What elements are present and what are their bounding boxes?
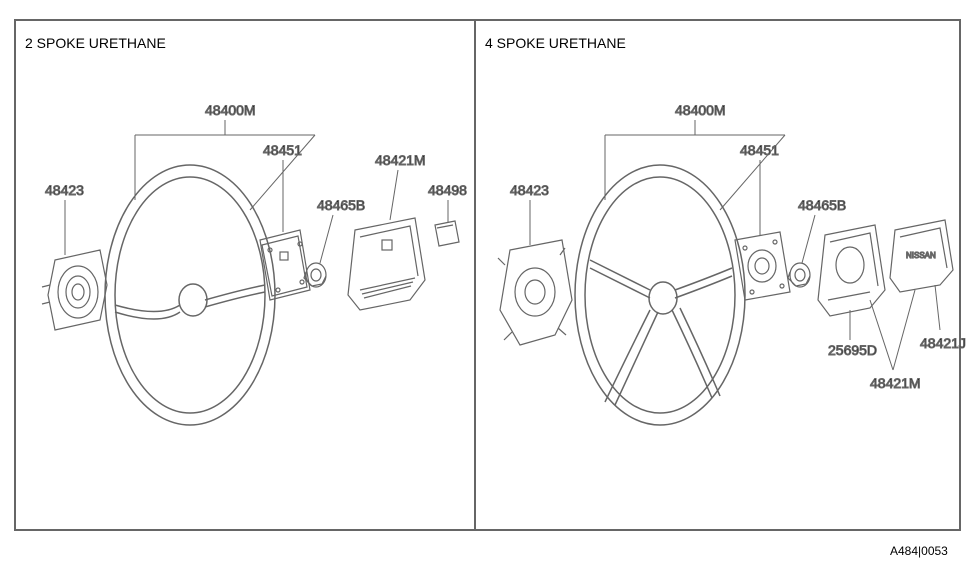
- footer-code: A484|0053: [890, 544, 948, 558]
- pn-48451-left: 48451: [263, 142, 302, 158]
- pn-48451-right: 48451: [740, 142, 779, 158]
- back-cover-4spoke: [498, 240, 572, 345]
- pn-48465B-right: 48465B: [798, 197, 846, 213]
- pn-48421M-right: 48421M: [870, 375, 921, 391]
- panel-left-title: 2 SPOKE URETHANE: [25, 35, 166, 51]
- emblem-text: NISSAN: [906, 251, 936, 260]
- panel-left: 2 SPOKE URETHANE: [15, 20, 475, 530]
- horn-pad-4spoke: [818, 225, 885, 316]
- pn-48423-right: 48423: [510, 182, 549, 198]
- pn-48421M-left: 48421M: [375, 152, 426, 168]
- pn-48498-left: 48498: [428, 182, 467, 198]
- panel-right-title: 4 SPOKE URETHANE: [485, 35, 626, 51]
- back-cover-2spoke: [42, 250, 107, 330]
- emblem-cap-4spoke: NISSAN: [890, 220, 953, 292]
- panel-right: 4 SPOKE URETHANE: [475, 20, 966, 530]
- pn-48400M-right: 48400M: [675, 102, 726, 118]
- panel-right-border: [475, 20, 960, 530]
- emblem-2spoke: [435, 221, 459, 246]
- pn-48400M-left: 48400M: [205, 102, 256, 118]
- pn-48423-left: 48423: [45, 182, 84, 198]
- diagram-svg: 2 SPOKE URETHANE: [0, 0, 975, 566]
- panel-left-border: [15, 20, 475, 530]
- pn-48421J-right: 48421J: [920, 335, 966, 351]
- pn-25695D-right: 25695D: [828, 342, 877, 358]
- diagram-page: 2 SPOKE URETHANE: [0, 0, 975, 566]
- wheel-2spoke: [105, 165, 275, 425]
- horn-pad-2spoke: [348, 218, 425, 310]
- pn-48465B-left: 48465B: [317, 197, 365, 213]
- nut-4spoke: [788, 263, 810, 287]
- wheel-4spoke: [575, 165, 745, 425]
